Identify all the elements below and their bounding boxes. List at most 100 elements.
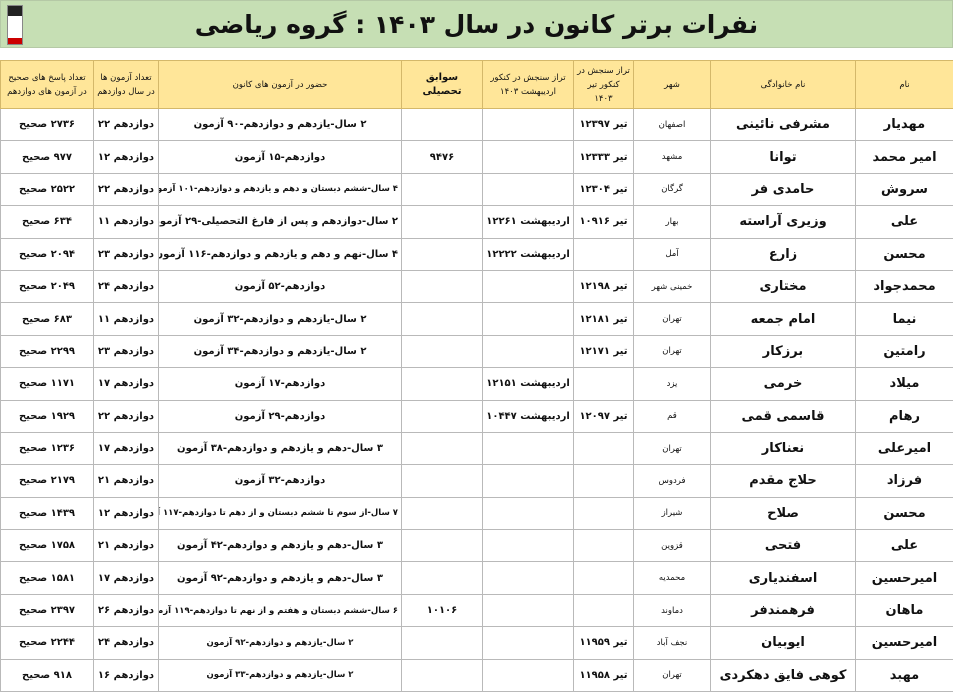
cell-tir: تیر ۱۱۹۵۹	[573, 626, 634, 660]
header-first-name: نام	[855, 60, 953, 109]
cell-first-name: رامتین	[855, 334, 953, 369]
cell-attendance: ۳ سال-دهم و یازدهم و دوازدهم-۴۲ آزمون	[158, 529, 402, 563]
cell-first-name: نیما	[855, 302, 953, 336]
cell-ordibehesht: اردیبهشت ۱۰۴۴۷	[482, 399, 574, 433]
cell-exam-count: دوازدهم ۱۲	[93, 140, 159, 174]
cell-first-name: علی	[855, 529, 953, 563]
cell-attendance: دوازدهم-۱۷ آزمون	[158, 367, 402, 401]
cell-city: شیراز	[633, 496, 711, 531]
cell-last-name: توانا	[710, 140, 856, 174]
cell-attendance: ۲ سال-یازدهم و دوازدهم-۹۲ آزمون	[158, 626, 402, 660]
cell-attendance: ۲ سال-یازدهم و دوازدهم-۳۳ آزمون	[158, 658, 402, 692]
cell-records	[401, 626, 483, 660]
cell-correct: ۲۳۹۷ صحیح	[0, 593, 94, 628]
title-banner: نفرات برتر کانون در سال ۱۴۰۳ : گروه ریاض…	[0, 0, 953, 48]
cell-last-name: مشرفی نائینی	[710, 107, 856, 142]
cell-city: تهران	[633, 302, 711, 336]
cell-tir: تیر ۱۲۳۳۳	[573, 140, 634, 174]
cell-last-name: زارع	[710, 237, 856, 271]
cell-tir: تیر ۱۲۱۸۱	[573, 302, 634, 336]
cell-exam-count: دوازدهم ۲۱	[93, 464, 159, 498]
table-row: ماهان فرهمندفر دماوند ۱۰۱۰۶ ۶ سال-ششم دبستان…	[0, 593, 953, 628]
cell-last-name: قاسمی قمی	[710, 399, 856, 433]
cell-correct: ۱۴۳۹ صحیح	[0, 496, 94, 531]
cell-exam-count: دوازدهم ۲۶	[93, 593, 159, 628]
header-tir: تراز سنجش در کنکور تیر ۱۴۰۳	[573, 60, 634, 109]
cell-attendance: ۷ سال-از سوم تا ششم دبستان و از دهم تا د…	[158, 496, 402, 531]
cell-records	[401, 496, 483, 531]
cell-ordibehesht	[482, 140, 574, 174]
cell-tir	[573, 367, 634, 401]
cell-exam-count: دوازدهم ۲۱	[93, 529, 159, 563]
cell-correct: ۹۷۷ صحیح	[0, 140, 94, 174]
cell-exam-count: دوازدهم ۱۱	[93, 302, 159, 336]
cell-attendance: ۳ سال-دهم و یازدهم و دوازدهم-۳۸ آزمون	[158, 431, 402, 466]
cell-exam-count: دوازدهم ۱۶	[93, 658, 159, 692]
cell-records	[401, 431, 483, 466]
cell-last-name: صلاح	[710, 496, 856, 531]
cell-ordibehesht: اردیبهشت ۱۲۱۵۱	[482, 367, 574, 401]
cell-correct: ۱۷۵۸ صحیح	[0, 529, 94, 563]
cell-city: قزوین	[633, 529, 711, 563]
cell-last-name: برزکار	[710, 334, 856, 369]
cell-records	[401, 464, 483, 498]
cell-ordibehesht	[482, 593, 574, 628]
cell-tir: تیر ۱۱۹۵۸	[573, 658, 634, 692]
cell-attendance: ۲ سال-یازدهم و دوازدهم-۹۰ آزمون	[158, 107, 402, 142]
cell-ordibehesht	[482, 496, 574, 531]
table-row: امیرحسین ایوبیان نجف آباد تیر ۱۱۹۵۹ ۲ سال-یا…	[0, 626, 953, 660]
cell-attendance: ۳ سال-دهم و یازدهم و دوازدهم-۹۲ آزمون	[158, 561, 402, 595]
cell-correct: ۱۲۳۶ صحیح	[0, 431, 94, 466]
cell-records	[401, 107, 483, 142]
cell-ordibehesht	[482, 172, 574, 207]
cell-correct: ۹۱۸ صحیح	[0, 658, 94, 692]
cell-exam-count: دوازدهم ۲۳	[93, 237, 159, 271]
cell-first-name: محمدجواد	[855, 269, 953, 304]
header-correct: تعداد پاسخ های صحیح در آزمون های دوازدهم	[0, 60, 94, 109]
table-row: مهدیار مشرفی نائینی اصفهان تیر ۱۲۳۹۷ ۲ سال-ی…	[0, 107, 953, 142]
cell-attendance: ۴ سال-نهم و دهم و یازدهم و دوازدهم-۱۱۶ آ…	[158, 237, 402, 271]
cell-attendance: دوازدهم-۵۲ آزمون	[158, 269, 402, 304]
cell-ordibehesht: اردیبهشت ۱۲۲۲۲	[482, 237, 574, 271]
cell-ordibehesht: اردیبهشت ۱۲۲۶۱	[482, 205, 574, 239]
cell-ordibehesht	[482, 626, 574, 660]
cell-tir: تیر ۱۰۹۱۶	[573, 205, 634, 239]
cell-tir: تیر ۱۲۳۹۷	[573, 107, 634, 142]
cell-exam-count: دوازدهم ۲۲	[93, 107, 159, 142]
cell-first-name: علی	[855, 205, 953, 239]
cell-correct: ۲۰۹۴ صحیح	[0, 237, 94, 271]
cell-ordibehesht	[482, 464, 574, 498]
cell-ordibehesht	[482, 269, 574, 304]
cell-last-name: ایوبیان	[710, 626, 856, 660]
cell-exam-count: دوازدهم ۲۴	[93, 626, 159, 660]
cell-city: دماوند	[633, 593, 711, 628]
cell-last-name: حامدی فر	[710, 172, 856, 207]
cell-exam-count: دوازدهم ۱۷	[93, 561, 159, 595]
cell-records	[401, 205, 483, 239]
cell-last-name: اسفندیاری	[710, 561, 856, 595]
cell-tir	[573, 593, 634, 628]
cell-tir	[573, 464, 634, 498]
cell-records: ۱۰۱۰۶	[401, 593, 483, 628]
cell-records	[401, 172, 483, 207]
cell-first-name: رهام	[855, 399, 953, 433]
header-exam-count: تعداد آزمون ها در سال دوازدهم	[93, 60, 159, 109]
cell-first-name: سروش	[855, 172, 953, 207]
cell-exam-count: دوازدهم ۱۲	[93, 496, 159, 531]
cell-first-name: امیر محمد	[855, 140, 953, 174]
header-city: شهر	[633, 60, 711, 109]
cell-records	[401, 237, 483, 271]
cell-first-name: امیرحسین	[855, 626, 953, 660]
cell-last-name: فتحی	[710, 529, 856, 563]
table-row: محسن صلاح شیراز ۷ سال-از سوم تا ششم دبستان …	[0, 496, 953, 531]
cell-ordibehesht	[482, 561, 574, 595]
page-title: نفرات برتر کانون در سال ۱۴۰۳ : گروه ریاض…	[194, 9, 759, 39]
cell-attendance: دوازدهم-۱۵ آزمون	[158, 140, 402, 174]
cell-last-name: فرهمندفر	[710, 593, 856, 628]
cell-attendance: ۴ سال-ششم دبستان و دهم و یازدهم و دوازده…	[158, 172, 402, 207]
cell-city: یزد	[633, 367, 711, 401]
cell-tir	[573, 431, 634, 466]
cell-correct: ۶۸۳ صحیح	[0, 302, 94, 336]
cell-ordibehesht	[482, 302, 574, 336]
cell-city: اصفهان	[633, 107, 711, 142]
